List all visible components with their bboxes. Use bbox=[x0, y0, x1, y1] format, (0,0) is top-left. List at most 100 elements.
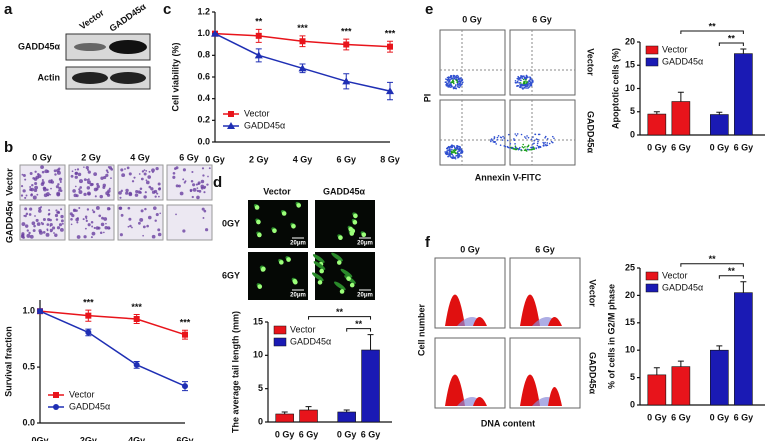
event bbox=[452, 144, 454, 147]
event bbox=[454, 152, 457, 154]
comet-image bbox=[315, 200, 375, 248]
colony-dot bbox=[103, 175, 107, 180]
event bbox=[457, 152, 460, 155]
event bbox=[548, 142, 551, 145]
colony-dot bbox=[128, 217, 132, 221]
comet-head bbox=[319, 268, 324, 274]
y-tick-label: 5 bbox=[630, 106, 635, 116]
event bbox=[532, 143, 534, 145]
event bbox=[539, 146, 542, 148]
error-bar bbox=[305, 406, 312, 410]
event bbox=[526, 135, 528, 137]
colony-dot bbox=[87, 180, 91, 185]
significance: ** bbox=[355, 319, 363, 329]
colony-dot bbox=[105, 222, 107, 225]
colony-dot bbox=[20, 185, 24, 188]
colony-dot bbox=[172, 171, 176, 175]
colony-dot bbox=[46, 188, 49, 191]
event bbox=[460, 83, 462, 86]
colony-dot bbox=[127, 225, 130, 228]
colony-dot bbox=[101, 216, 104, 220]
colony-dot bbox=[54, 173, 57, 176]
colony-dot bbox=[49, 228, 53, 232]
comet-head bbox=[361, 232, 367, 238]
scale-bar-label: 20μm bbox=[357, 241, 373, 247]
colony-dot bbox=[190, 179, 194, 183]
x-tick-label: 4Gy bbox=[128, 435, 145, 441]
colony-dot bbox=[24, 196, 27, 199]
event bbox=[491, 139, 494, 141]
colony-dot bbox=[52, 226, 56, 230]
event bbox=[496, 136, 499, 139]
colony-row: Vector bbox=[4, 168, 14, 196]
event bbox=[459, 146, 461, 148]
significance: ** bbox=[728, 33, 736, 43]
colony-dot bbox=[54, 213, 59, 218]
event bbox=[449, 79, 451, 81]
event bbox=[517, 78, 519, 80]
colony-dot bbox=[154, 195, 157, 198]
event bbox=[503, 137, 506, 139]
g2-peak bbox=[548, 387, 562, 406]
histogram bbox=[509, 337, 581, 409]
colony-dot bbox=[110, 168, 114, 171]
colony-dot bbox=[84, 215, 88, 219]
x-tick-label: 2Gy bbox=[80, 435, 97, 441]
event bbox=[449, 145, 452, 148]
colony-dot bbox=[182, 229, 186, 233]
event bbox=[519, 83, 521, 86]
colony-dot bbox=[55, 185, 59, 189]
event bbox=[455, 79, 458, 81]
colony-dot bbox=[196, 189, 199, 193]
x-tick-label: 0 Gy bbox=[647, 412, 667, 422]
x-tick-label: 8 Gy bbox=[380, 154, 400, 164]
colony-dot bbox=[56, 191, 61, 196]
bar bbox=[710, 349, 729, 406]
colony-dot bbox=[106, 171, 109, 174]
bracket bbox=[718, 275, 744, 279]
x-tick-label: 6Gy bbox=[176, 435, 193, 441]
event bbox=[513, 139, 516, 141]
event bbox=[524, 77, 527, 79]
comet-row: 0GY bbox=[222, 218, 240, 228]
colony-dot bbox=[128, 172, 132, 176]
event bbox=[527, 136, 530, 139]
event bbox=[456, 148, 458, 150]
event bbox=[447, 145, 450, 148]
colony-dot bbox=[100, 176, 104, 180]
y-tick-label: 1.0 bbox=[22, 306, 35, 316]
colony-dot bbox=[103, 217, 108, 221]
event bbox=[524, 145, 526, 148]
colony-dot bbox=[25, 212, 29, 216]
blot-row: Actin bbox=[38, 72, 61, 82]
point bbox=[85, 312, 92, 319]
significance: *** bbox=[385, 29, 396, 39]
event bbox=[456, 155, 458, 157]
colony-column: 4 Gy bbox=[130, 152, 150, 162]
colony-dot bbox=[74, 175, 78, 179]
event bbox=[453, 145, 455, 148]
error-bar bbox=[343, 409, 350, 412]
colony-dot bbox=[202, 217, 205, 219]
colony-dot bbox=[22, 174, 26, 177]
colony-dot bbox=[179, 191, 184, 196]
x-tick-label: 6 Gy bbox=[671, 412, 691, 422]
cycle-row: Vector bbox=[588, 279, 598, 307]
colony-dot bbox=[143, 172, 147, 176]
colony-dot bbox=[58, 186, 62, 190]
point bbox=[254, 51, 263, 59]
colony-dot bbox=[141, 170, 145, 173]
point bbox=[211, 29, 219, 37]
event bbox=[448, 76, 451, 79]
colony-dot bbox=[145, 180, 150, 185]
event bbox=[503, 145, 506, 147]
colony-dot bbox=[24, 224, 29, 228]
colony-dot bbox=[94, 195, 97, 198]
colony-dot bbox=[71, 170, 74, 173]
event bbox=[531, 81, 533, 84]
series-line bbox=[39, 310, 186, 336]
colony-dot bbox=[59, 180, 62, 183]
x-tick-label: 0 Gy bbox=[205, 154, 225, 164]
colony-dot bbox=[129, 224, 132, 228]
